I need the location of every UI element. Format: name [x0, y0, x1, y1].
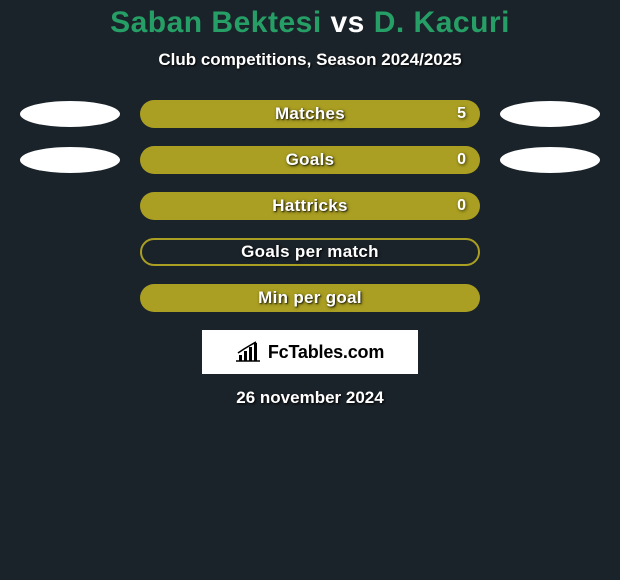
stat-bar: Min per goal [140, 284, 480, 312]
stat-label: Matches [275, 104, 345, 124]
vs-separator: vs [322, 6, 374, 39]
stat-row: Matches 5 [0, 100, 620, 128]
stat-row: Hattricks 0 [0, 192, 620, 220]
stat-bar: Matches 5 [140, 100, 480, 128]
stat-bar: Hattricks 0 [140, 192, 480, 220]
stat-label: Goals [286, 150, 335, 170]
stat-label: Min per goal [258, 288, 362, 308]
stat-rows: Matches 5 Goals 0 Hattricks 0 Goals per match M… [0, 100, 620, 312]
right-ellipse [500, 147, 600, 173]
footer-date: 26 november 2024 [0, 388, 620, 408]
stat-value: 0 [457, 151, 466, 169]
stat-row: Min per goal [0, 284, 620, 312]
stat-label: Goals per match [241, 242, 379, 262]
comparison-infographic: Saban Bektesi vs D. Kacuri Club competit… [0, 6, 620, 580]
left-ellipse [20, 101, 120, 127]
page-title: Saban Bektesi vs D. Kacuri [0, 6, 620, 40]
brand-box: FcTables.com [202, 330, 418, 374]
stat-row: Goals per match [0, 238, 620, 266]
stat-value: 0 [457, 197, 466, 215]
stat-label: Hattricks [272, 196, 347, 216]
brand-text: FcTables.com [268, 342, 384, 363]
left-ellipse [20, 147, 120, 173]
player-right-name: D. Kacuri [374, 6, 510, 39]
stat-row: Goals 0 [0, 146, 620, 174]
stat-value: 5 [457, 105, 466, 123]
stat-bar: Goals per match [140, 238, 480, 266]
player-left-name: Saban Bektesi [110, 6, 322, 39]
subtitle: Club competitions, Season 2024/2025 [0, 50, 620, 70]
bar-chart-icon [236, 341, 262, 363]
stat-bar: Goals 0 [140, 146, 480, 174]
right-ellipse [500, 101, 600, 127]
